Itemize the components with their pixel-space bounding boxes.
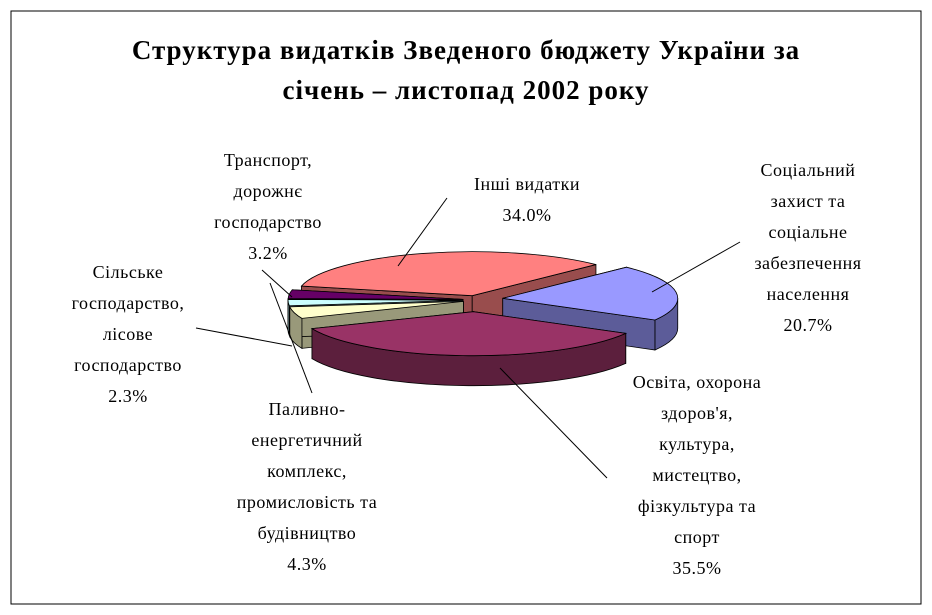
value-label: 2.3%: [108, 386, 148, 406]
slice-label: Інші видатки 34.0%: [442, 169, 612, 231]
leader-line: [261, 269, 293, 298]
value-label: 35.5%: [672, 558, 722, 578]
slice-top: [300, 251, 597, 297]
pie-slice: [502, 266, 679, 351]
slice-top: [310, 311, 628, 357]
category-label: Транспорт, дорожнє господарство: [214, 150, 322, 232]
chart-title: Структура видатків Зведеного бюджету Укр…: [131, 35, 801, 105]
slice-top: [287, 299, 464, 307]
slice-label: Транспорт, дорожнє господарство 3.2%: [208, 145, 328, 269]
leader-line: [499, 367, 608, 479]
slice-label: Сільське господарство, лісове господарст…: [63, 257, 193, 412]
slice-top: [289, 300, 464, 319]
value-label: 3.2%: [248, 243, 288, 263]
category-label: Соціальний захист та соціальне забезпече…: [754, 160, 862, 304]
slice-top: [502, 266, 679, 321]
slice-label: Паливно-енергетичний комплекс, промислов…: [232, 394, 382, 580]
value-label: 20.7%: [783, 315, 833, 335]
leader-line: [651, 241, 741, 293]
category-label: Паливно-енергетичний комплекс, промислов…: [236, 399, 378, 543]
category-label: Освіта, охорона здоров'я, культура, мист…: [632, 372, 762, 547]
leaders: [195, 197, 741, 479]
leader-line: [195, 327, 293, 347]
leader-line: [269, 282, 313, 394]
pie-slice: [310, 311, 628, 387]
category-label: Сільське господарство, лісове господарст…: [71, 262, 185, 375]
slice-label: Соціальний захист та соціальне забезпече…: [746, 155, 871, 341]
value-label: 34.0%: [502, 205, 552, 225]
leader-line: [397, 197, 448, 267]
pie: [287, 251, 679, 387]
value-label: 4.3%: [287, 554, 327, 574]
slice-label: Освіта, охорона здоров'я, культура, мист…: [622, 367, 772, 584]
category-label: Інші видатки: [473, 174, 581, 194]
